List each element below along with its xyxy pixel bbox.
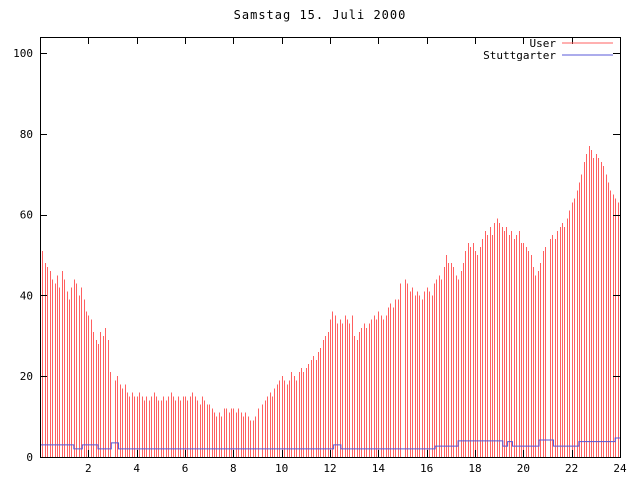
y-tick-label: 40 — [20, 289, 33, 302]
y-tick-label: 0 — [26, 451, 33, 464]
y-tick-label: 60 — [20, 209, 33, 222]
x-tick-label: 6 — [182, 462, 189, 475]
x-tick-label: 4 — [133, 462, 140, 475]
x-tick-label: 14 — [372, 462, 386, 475]
x-tick-label: 10 — [275, 462, 288, 475]
y-tick-label: 80 — [20, 128, 33, 141]
y-tick-label: 20 — [20, 370, 33, 383]
x-tick-label: 2 — [85, 462, 92, 475]
stuttgarter-line — [40, 437, 620, 450]
y-tick-label: 100 — [13, 47, 33, 60]
x-axis-labels: 2 4 6 8 10 12 14 16 18 20 22 24 — [85, 462, 627, 475]
x-tick-label: 16 — [420, 462, 433, 475]
legend-label-user: User — [530, 37, 557, 50]
y-axis-labels: 0 20 40 60 80 100 — [13, 47, 33, 464]
x-tick-label: 12 — [323, 462, 336, 475]
user-series — [40, 146, 621, 457]
x-tick-label: 24 — [613, 462, 627, 475]
plot-axes — [40, 37, 621, 458]
stuttgarter-series — [40, 437, 620, 450]
legend: User Stuttgarter — [483, 37, 613, 62]
x-tick-label: 22 — [565, 462, 578, 475]
x-tick-label: 18 — [468, 462, 481, 475]
chart-title: Samstag 15. Juli 2000 — [234, 8, 407, 22]
legend-label-stuttgarter: Stuttgarter — [483, 49, 556, 62]
x-tick-label: 8 — [230, 462, 237, 475]
x-tick-label: 20 — [517, 462, 530, 475]
